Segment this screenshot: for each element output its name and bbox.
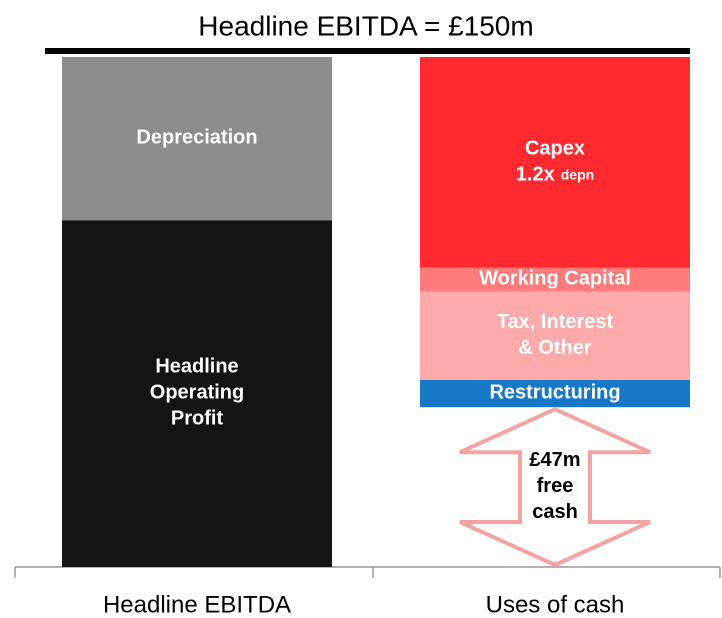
segment-label-line: cash (532, 501, 578, 523)
bar-segment (62, 220, 332, 567)
segment-label: Capex (525, 138, 585, 160)
segment-label: Tax, Interest (497, 311, 614, 333)
bar-segment (62, 57, 332, 221)
segment-label: free (537, 475, 574, 497)
segment-label: Restructuring (489, 382, 620, 404)
segment-label-line: Operating (150, 382, 244, 404)
chart-title: Headline EBITDA = £150m (198, 10, 533, 41)
segment-label-line: & Other (518, 337, 592, 359)
segment-label: cash (532, 501, 578, 523)
segment-label-line: Headline (155, 356, 238, 378)
segment-label-line: Working Capital (479, 268, 631, 290)
bar-segment (420, 291, 690, 380)
x-tick-label: Headline EBITDA (103, 591, 291, 618)
segment-label-line: 1.2x (516, 164, 555, 186)
bar-segment (420, 57, 690, 268)
bar-segment (420, 267, 690, 292)
segment-label: Depreciation (136, 127, 257, 149)
segment-label: Headline (155, 356, 238, 378)
bar-segment (420, 380, 690, 408)
segment-label-line: free (537, 475, 574, 497)
arrow (459, 407, 651, 568)
segment-label: Working Capital (479, 268, 631, 290)
segment-note: depn (561, 166, 594, 182)
segment-label-line: Depreciation (136, 127, 257, 149)
segment-label-line: Profit (171, 408, 224, 430)
segment-label-line: £47m (529, 449, 580, 471)
segment-label: & Other (518, 337, 592, 359)
x-tick-label: Uses of cash (486, 591, 625, 618)
segment-label: 1.2x depn (516, 164, 594, 186)
segment-label-line: Tax, Interest (497, 311, 614, 333)
segment-label: £47m (529, 449, 580, 471)
segment-label-line: Capex (525, 138, 585, 160)
segment-label: Profit (171, 408, 224, 430)
segment-label-line: Restructuring (489, 382, 620, 404)
segment-label: Operating (150, 382, 244, 404)
